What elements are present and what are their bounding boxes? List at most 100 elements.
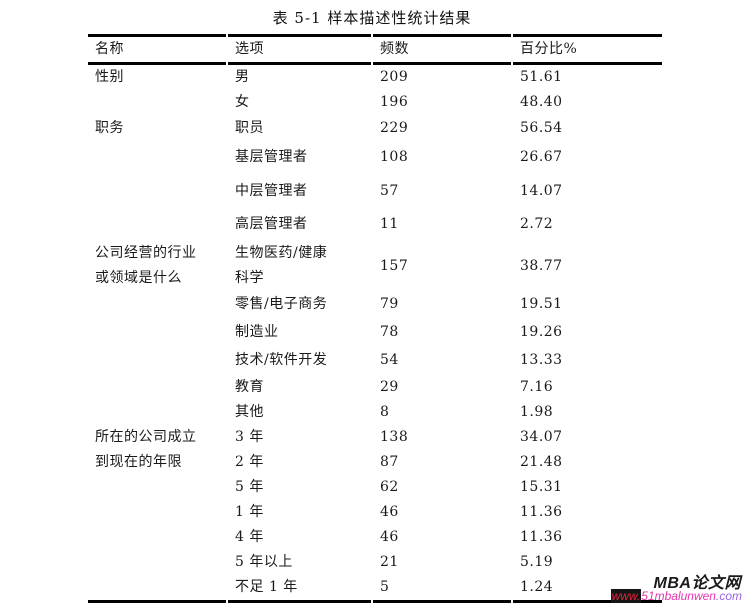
cell-name [88, 375, 226, 400]
cell-option: 高层管理者 [235, 216, 308, 232]
cell-frequency: 209 [380, 69, 409, 85]
cell-name [88, 550, 226, 575]
cell-name [88, 90, 226, 115]
table-row: 1 年 46 11.36 [88, 500, 662, 525]
table-row: 基层管理者 108 26.67 [88, 141, 662, 174]
cell-percent: 2.72 [520, 216, 554, 232]
cell-frequency: 11 [380, 216, 399, 232]
table-row: 教育 29 7.16 [88, 375, 662, 400]
cell-percent: 19.26 [520, 323, 563, 340]
cell-option: 3 年 [235, 429, 264, 445]
table-row: 其他 8 1.98 [88, 400, 662, 425]
table-row: 4 年 46 11.36 [88, 525, 662, 550]
cell-frequency: 5 [373, 575, 511, 603]
cell-frequency: 54 [380, 352, 399, 368]
cell-percent: 1.24 [513, 575, 662, 603]
watermark-url-tld: .com [715, 589, 742, 603]
table-header: 名称 选项 频数 百分比% [88, 34, 662, 65]
cell-frequency: 157 [380, 257, 409, 274]
table-row: 职务 职员 229 56.54 [88, 115, 662, 141]
table-row: 2 年 87 21.48 [88, 450, 662, 475]
cell-name [88, 575, 226, 603]
cell-frequency: 46 [380, 504, 399, 520]
cell-name [88, 174, 226, 208]
cell-percent: 48.40 [520, 94, 563, 110]
cell-option: 5 年以上 [235, 554, 293, 570]
cell-percent: 26.67 [520, 149, 563, 165]
table-row: 5 年以上 21 5.19 [88, 550, 662, 575]
cell-name [88, 346, 226, 375]
table-row: 技术/软件开发 54 13.33 [88, 346, 662, 375]
col-header-percent: 百分比% [513, 34, 662, 65]
cell-frequency: 57 [380, 182, 399, 199]
table-caption: 表 5-1 样本描述性统计结果 [272, 9, 472, 27]
table-row: 零售/电子商务 79 19.51 [88, 291, 662, 318]
cell-option: 技术/软件开发 [235, 352, 328, 368]
cell-name [88, 500, 226, 525]
cell-option: 教育 [235, 379, 264, 395]
cell-frequency: 79 [380, 296, 399, 312]
watermark-url: www.51mbalunwen.com [610, 589, 742, 603]
cell-percent: 11.36 [520, 529, 563, 545]
cell-option: 基层管理者 [235, 149, 308, 165]
cell-frequency: 108 [380, 149, 409, 165]
cell-frequency: 29 [380, 379, 399, 395]
table-row: 女 196 48.40 [88, 90, 662, 115]
cell-name [88, 525, 226, 550]
cell-option: 不足 1 年 [228, 575, 371, 603]
cell-name: 性别 [95, 69, 124, 85]
cell-percent: 1.98 [520, 404, 554, 420]
cell-option: 生物医药/健康 科学 [235, 245, 328, 286]
cell-option: 零售/电子商务 [235, 296, 328, 312]
cell-name [88, 400, 226, 425]
cell-percent: 15.31 [520, 479, 563, 495]
header-row: 名称 选项 频数 百分比% [88, 34, 662, 65]
col-header-name: 名称 [88, 34, 226, 65]
cell-option: 2 年 [235, 454, 264, 470]
table-row: 不足 1 年 5 1.24 [88, 575, 662, 603]
table-row: 5 年 62 15.31 [88, 475, 662, 500]
cell-name [88, 291, 226, 318]
cell-percent: 34.07 [520, 429, 563, 445]
cell-percent: 51.61 [520, 69, 563, 85]
cell-name [88, 141, 226, 174]
cell-frequency: 62 [380, 479, 399, 495]
cell-name: 所在的公司成立 到现在的年限 [95, 429, 197, 470]
watermark-brand: MBA论文网 [653, 575, 741, 592]
cell-name [88, 318, 226, 346]
watermark-url-domain: 51mbalunwen [641, 589, 716, 603]
cell-percent: 21.48 [520, 454, 563, 470]
cell-option: 5 年 [235, 479, 264, 495]
cell-frequency: 138 [380, 429, 409, 445]
col-header-option: 选项 [228, 34, 371, 65]
cell-option: 制造业 [235, 323, 279, 340]
cell-option: 职员 [235, 119, 264, 136]
cell-frequency: 21 [380, 554, 399, 570]
cell-frequency: 87 [380, 454, 399, 470]
cell-frequency: 8 [380, 404, 390, 420]
cell-percent: 19.51 [520, 296, 563, 312]
cell-percent: 11.36 [520, 504, 563, 520]
cell-percent: 56.54 [520, 119, 563, 136]
cell-option: 1 年 [235, 504, 264, 520]
table-body: 性别 男 209 51.61 女 196 48.40 职务 职员 229 56.54 基层管理者… [88, 65, 662, 603]
stats-table: 名称 选项 频数 百分比% 性别 男 209 51.61 女 196 48.40 职务 职员… [86, 34, 664, 603]
col-header-frequency: 频数 [373, 34, 511, 65]
cell-percent: 13.33 [520, 352, 563, 368]
table-row: 所在的公司成立 到现在的年限 3 年 138 34.07 [88, 425, 662, 470]
table-row: 中层管理者 57 14.07 [88, 174, 662, 208]
cell-frequency: 229 [380, 119, 409, 136]
table-row: 性别 男 209 51.61 [88, 65, 662, 90]
cell-name: 公司经营的行业 或领域是什么 [95, 245, 197, 286]
watermark-url-www: www. [610, 589, 642, 603]
cell-name [88, 208, 226, 241]
cell-frequency: 196 [380, 94, 409, 110]
cell-frequency: 46 [380, 529, 399, 545]
cell-name [88, 475, 226, 500]
table-row: 公司经营的行业 或领域是什么 生物医药/健康 科学 157 38.77 [88, 241, 662, 291]
cell-percent: 7.16 [520, 379, 554, 395]
cell-option: 中层管理者 [235, 182, 308, 199]
table-row: 高层管理者 11 2.72 [88, 208, 662, 241]
cell-percent: 38.77 [520, 257, 563, 274]
